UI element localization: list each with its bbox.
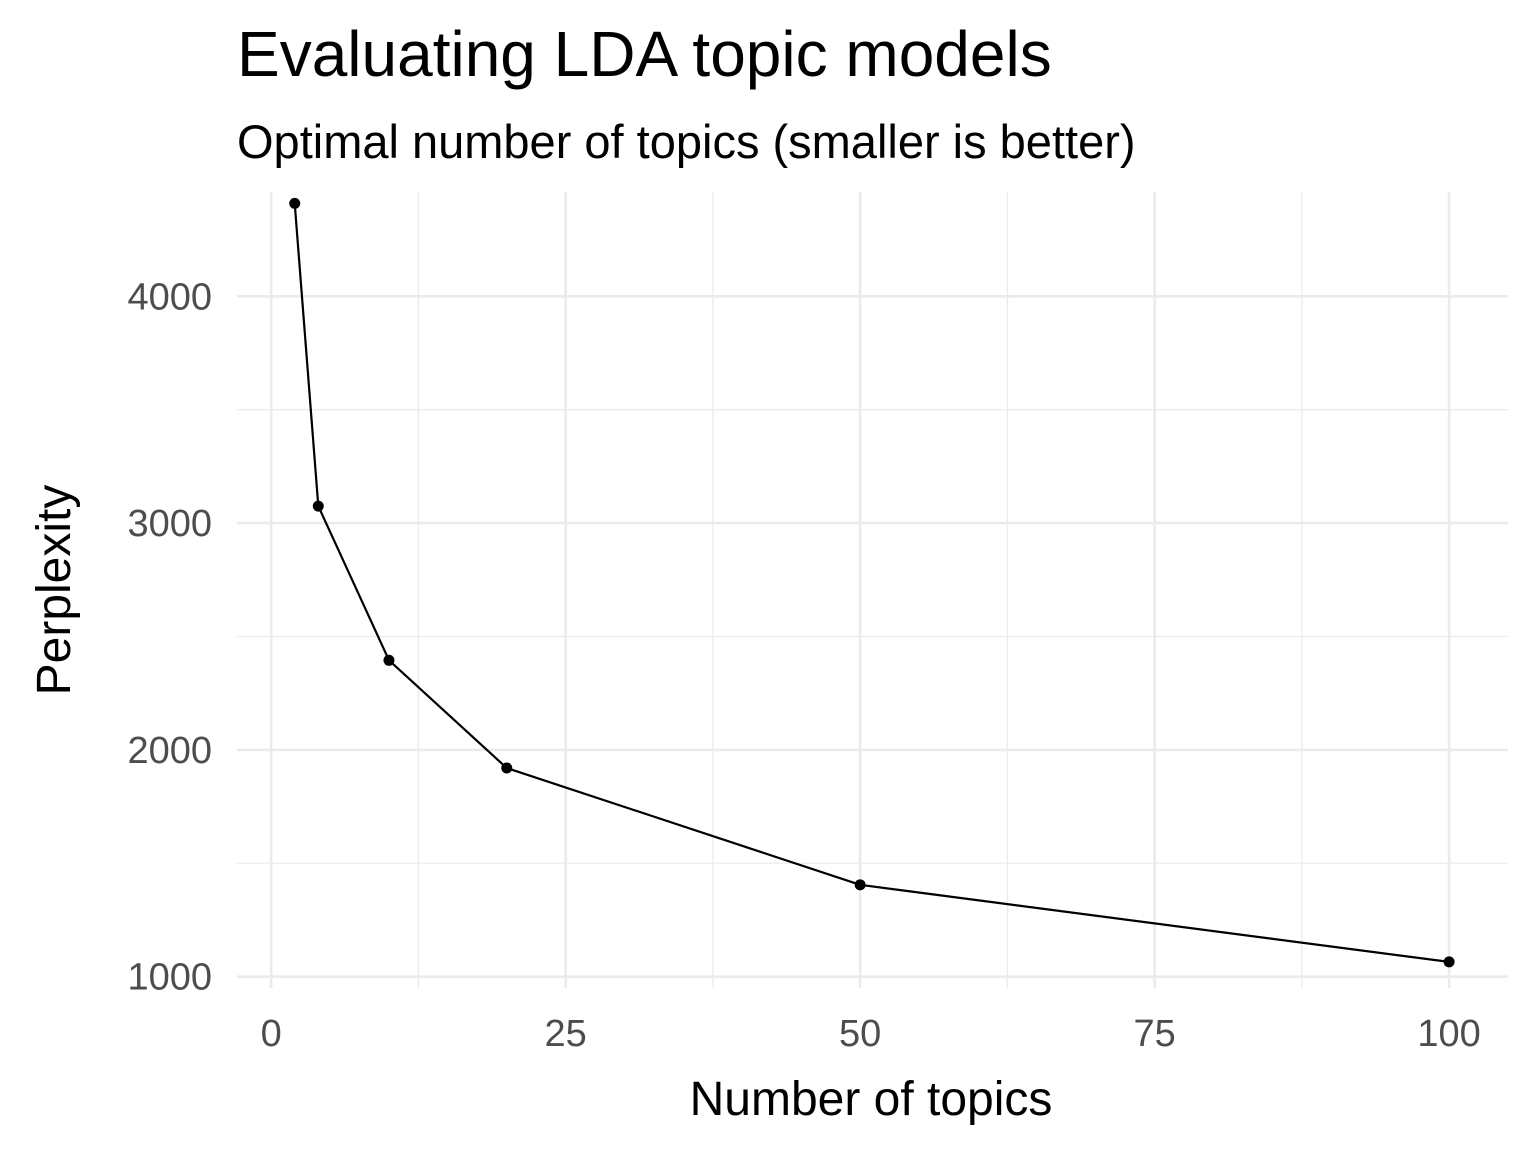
data-point: [501, 762, 513, 774]
data-point: [312, 500, 324, 512]
y-tick-label: 1000: [127, 957, 212, 999]
x-tick-label: 100: [1417, 1013, 1480, 1055]
y-tick-label: 3000: [127, 503, 212, 545]
y-tick-label: 4000: [127, 276, 212, 318]
series-line: [293, 203, 1450, 963]
x-tick-labels: 0 25 50 75 100: [261, 1013, 1481, 1055]
data-point: [854, 879, 866, 891]
x-axis-title: Number of topics: [690, 1073, 1053, 1126]
chart-title: Evaluating LDA topic models: [237, 18, 1052, 90]
chart-subtitle: Optimal number of topics (smaller is bet…: [237, 115, 1136, 168]
data-point: [289, 197, 301, 209]
data-point: [1443, 956, 1455, 968]
minor-gridlines: [237, 192, 1508, 988]
y-tick-labels: 1000 2000 3000 4000: [127, 276, 212, 998]
y-axis-title: Perplexity: [28, 485, 81, 696]
x-tick-label: 50: [839, 1013, 881, 1055]
perplexity-series: [289, 197, 1455, 968]
y-tick-label: 2000: [127, 730, 212, 772]
x-tick-label: 75: [1133, 1013, 1175, 1055]
x-tick-label: 25: [545, 1013, 587, 1055]
x-tick-label: 0: [261, 1013, 282, 1055]
major-gridlines: [237, 192, 1508, 988]
data-point: [383, 654, 395, 666]
